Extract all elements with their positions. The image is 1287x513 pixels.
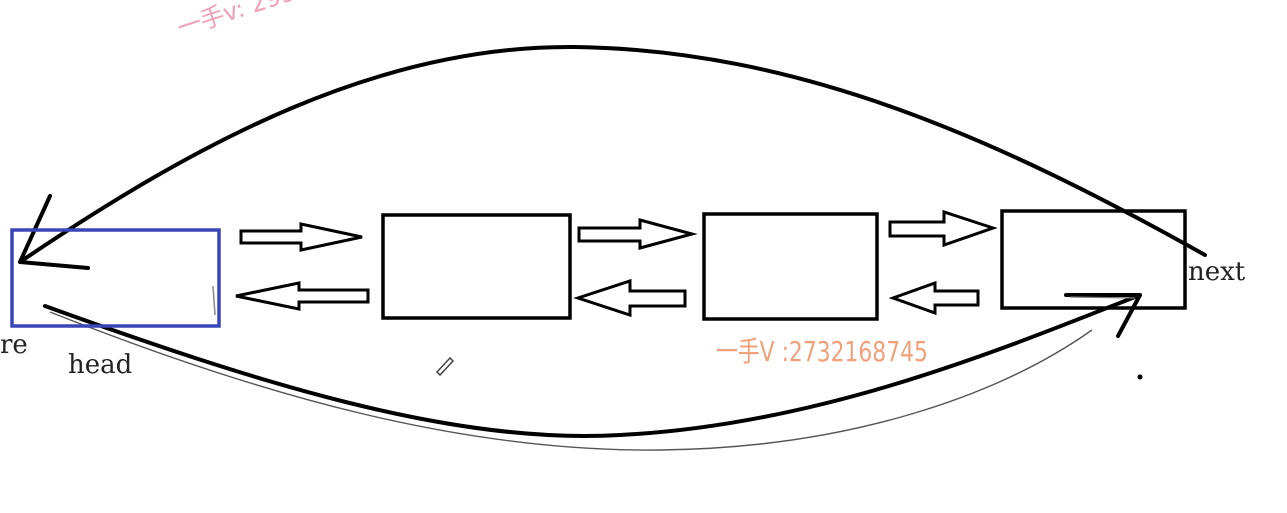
next-label: next bbox=[1188, 257, 1246, 287]
pre-label: re bbox=[0, 330, 28, 360]
pre-arrow-3 bbox=[888, 280, 980, 316]
pencil-trace-short bbox=[1069, 296, 1136, 299]
pen-cursor-icon bbox=[435, 356, 455, 377]
pencil-trace bbox=[49, 311, 1093, 451]
node-2 bbox=[381, 213, 572, 320]
pre-arrow-1 bbox=[235, 281, 370, 311]
node-4 bbox=[1000, 209, 1187, 310]
next-arrow-1 bbox=[239, 222, 363, 252]
circular-next-curve bbox=[18, 44, 1207, 264]
head-node bbox=[10, 228, 221, 328]
next-arrow-2 bbox=[577, 218, 698, 250]
pre-arrow-2 bbox=[573, 278, 687, 318]
watermark-middle: 一手V :2732168745 bbox=[716, 335, 928, 368]
head-node-scribble bbox=[212, 285, 216, 316]
circular-pre-curve bbox=[43, 293, 1142, 438]
stray-dot bbox=[1137, 374, 1143, 380]
head-label: head bbox=[68, 350, 133, 380]
circular-pre-arrowhead bbox=[1064, 293, 1142, 338]
node-3 bbox=[702, 212, 879, 321]
next-arrow-3 bbox=[888, 209, 998, 248]
circular-next-arrowhead bbox=[18, 194, 90, 270]
